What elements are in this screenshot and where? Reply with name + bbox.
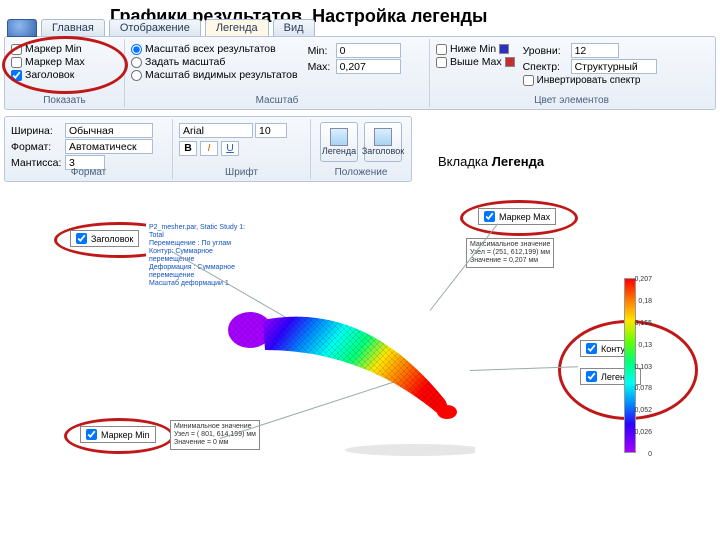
btn-italic[interactable]: I	[200, 141, 218, 156]
label-min: Min:	[308, 45, 334, 57]
btn-position-legend[interactable]: Легенда	[320, 122, 358, 162]
legend-tick: 0,18	[638, 298, 652, 305]
anno-marker-max[interactable]: Маркер Max	[478, 208, 556, 225]
chk-title[interactable]: Заголовок	[11, 69, 118, 81]
group-scale-label: Масштаб	[125, 95, 429, 106]
label-format: Формат:	[11, 141, 63, 153]
input-min[interactable]	[336, 43, 401, 58]
chk-invert[interactable]: Инвертировать спектр	[523, 75, 657, 86]
tab-view[interactable]: Вид	[273, 19, 315, 36]
group-font-label: Шрифт	[173, 167, 310, 178]
legend-tick: 0,078	[634, 385, 652, 392]
legend-tick: 0,13	[638, 342, 652, 349]
title-icon	[374, 128, 392, 146]
fea-part	[215, 290, 475, 470]
tab-display[interactable]: Отображение	[109, 19, 201, 36]
callout-tab: Вкладка Легенда	[438, 154, 544, 169]
legend-tick: 0	[648, 451, 652, 458]
ribbon-format: Ширина: Формат: Мантисса: Формат B I U Ш…	[4, 116, 412, 182]
group-show: Маркер Min Маркер Max Заголовок Показать	[5, 39, 125, 107]
radio-scale-all[interactable]: Масштаб всех результатов	[131, 43, 298, 55]
radio-scale-set[interactable]: Задать масштаб	[131, 56, 298, 68]
radio-scale-visible[interactable]: Масштаб видимых результатов	[131, 69, 298, 81]
chip-below-min[interactable]	[499, 44, 509, 54]
legend-icon	[330, 128, 348, 146]
input-spectrum[interactable]	[571, 59, 657, 74]
anno-marker-min[interactable]: Маркер Min	[80, 426, 156, 443]
app-orb[interactable]	[7, 19, 37, 37]
group-scale: Масштаб всех результатов Задать масштаб …	[125, 39, 430, 107]
chk-marker-max[interactable]: Маркер Max	[11, 56, 118, 68]
btn-bold[interactable]: B	[179, 141, 197, 156]
input-max[interactable]	[336, 59, 401, 74]
group-colors: Ниже Min Выше Max Уровни: Спектр: Инверт…	[430, 39, 713, 107]
btn-underline[interactable]: U	[221, 141, 239, 156]
group-font: B I U Шрифт	[173, 119, 311, 179]
anno-title[interactable]: Заголовок	[70, 230, 139, 247]
group-format-label: Формат	[5, 167, 172, 178]
tab-home[interactable]: Главная	[41, 19, 105, 36]
ribbon-tabs: Главная Отображение Легенда Вид	[41, 19, 315, 36]
label-width: Ширина:	[11, 125, 63, 137]
chip-above-max[interactable]	[505, 57, 515, 67]
legend-tick: 0,026	[634, 429, 652, 436]
ribbon-legend: Главная Отображение Легенда Вид Маркер M…	[4, 36, 716, 110]
legend-tick: 0,052	[634, 407, 652, 414]
group-position-label: Положение	[311, 167, 411, 178]
input-levels[interactable]	[571, 43, 619, 58]
chk-below-min[interactable]: Ниже Min	[436, 43, 515, 55]
group-format: Ширина: Формат: Мантисса: Формат	[5, 119, 173, 179]
group-position: Легенда Заголовок Положение	[311, 119, 411, 179]
label-max: Max:	[308, 61, 334, 73]
input-font-face[interactable]	[179, 123, 253, 138]
label-levels: Уровни:	[523, 45, 569, 57]
input-format[interactable]	[65, 139, 153, 154]
legend-tick: 0,103	[634, 364, 652, 371]
group-colors-label: Цвет элементов	[430, 95, 713, 106]
label-spectrum: Спектр:	[523, 61, 569, 73]
legend-tick: 0,155	[634, 320, 652, 327]
tab-legend[interactable]: Легенда	[205, 19, 269, 36]
input-width[interactable]	[65, 123, 153, 138]
anno-header-text: P2_mesher.par, Static Study 1: Total Пер…	[146, 222, 256, 290]
chk-above-max[interactable]: Выше Max	[436, 56, 515, 68]
chk-marker-min[interactable]: Маркер Min	[11, 43, 118, 55]
btn-position-title[interactable]: Заголовок	[364, 122, 402, 162]
group-show-label: Показать	[5, 95, 124, 106]
input-font-size[interactable]	[255, 123, 287, 138]
legend-tick: 0,207	[634, 276, 652, 283]
anno-max-box: Максимальное значение Узел = (251, 612,1…	[466, 238, 554, 268]
leader-legend	[470, 366, 578, 371]
